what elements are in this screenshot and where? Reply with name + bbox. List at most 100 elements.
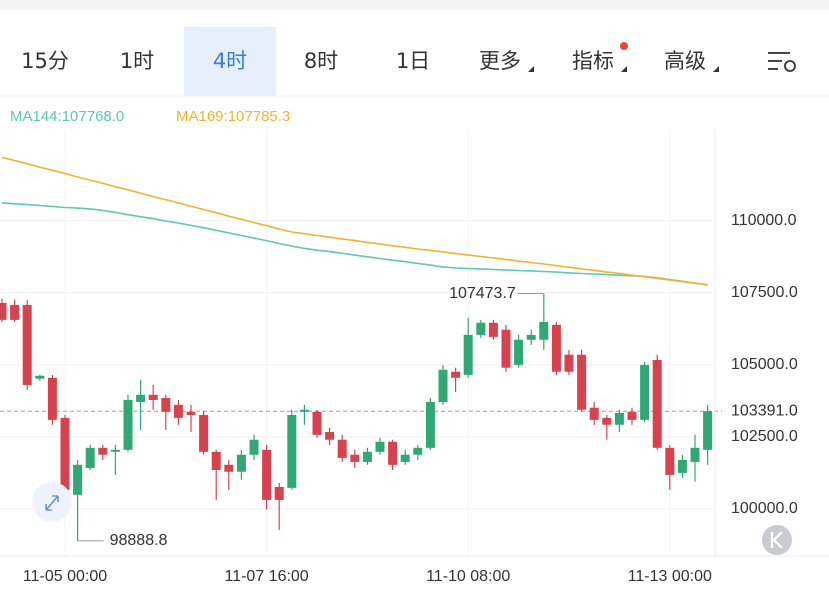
candle-body	[400, 454, 410, 462]
candle-body	[136, 394, 146, 402]
tab[interactable]: 1日	[396, 49, 430, 73]
candle-body	[0, 302, 7, 320]
reset-button[interactable]	[32, 482, 72, 522]
candle-body	[665, 447, 675, 475]
x-tick-label: 11-10 08:00	[426, 568, 510, 585]
tab-label: 4时	[213, 49, 247, 73]
candle-body	[627, 411, 637, 420]
candle-body	[463, 334, 473, 375]
candle-body	[35, 375, 45, 379]
tab-label: 更多	[479, 49, 521, 73]
candle-body	[236, 454, 246, 472]
tab-highlight	[184, 27, 276, 96]
candle-body	[161, 397, 171, 412]
settings-icon[interactable]	[768, 52, 796, 72]
candle-body	[312, 411, 322, 435]
legend-entry: MA169:107785.3	[176, 108, 290, 125]
candle-body	[564, 354, 574, 372]
tab-label: 8时	[304, 49, 338, 73]
candle-body	[652, 359, 662, 448]
candle-body	[224, 464, 234, 472]
candle-body	[677, 459, 687, 473]
tab-label: 1时	[120, 49, 154, 73]
tab-label: 1日	[396, 49, 430, 73]
x-tick-label: 11-13 00:00	[628, 568, 712, 585]
candle-body	[73, 464, 83, 495]
candle-body	[262, 449, 272, 500]
candle-body	[110, 449, 120, 452]
legend-entry: MA144:107768.0	[10, 108, 124, 125]
candle-body	[451, 371, 461, 378]
candle-body	[299, 409, 309, 412]
candle-body	[488, 322, 498, 337]
last-price-label: 103391.0	[731, 402, 798, 419]
candle-body	[501, 329, 511, 368]
candle-body	[362, 451, 372, 462]
low-annotation: 98888.8	[110, 532, 168, 549]
y-tick-label: 107500.0	[731, 284, 798, 301]
tab[interactable]: 指标	[572, 42, 628, 73]
tab-bar: 15分 1时 4时 8时 1日 更多 指标 高级	[21, 27, 719, 96]
candle-body	[514, 339, 524, 365]
candle-body	[539, 321, 549, 340]
candle-body	[350, 454, 360, 462]
candle-body	[274, 487, 284, 500]
candle-body	[85, 447, 95, 468]
dropdown-caret	[528, 66, 534, 72]
candle-body	[690, 447, 700, 462]
last-price-bg	[723, 400, 829, 423]
candle-body	[589, 407, 599, 420]
candle-body	[249, 439, 259, 455]
tab[interactable]: 更多	[479, 49, 534, 73]
candle-body	[211, 451, 221, 470]
y-tick-label: 110000.0	[731, 212, 797, 229]
dropdown-caret	[621, 66, 627, 72]
candle-body	[375, 441, 385, 452]
candle-body	[602, 417, 612, 425]
candle-body	[98, 447, 108, 455]
candle-body	[199, 414, 209, 452]
back-button[interactable]	[762, 525, 792, 555]
tab-label: 指标	[572, 49, 614, 73]
candle-body	[388, 441, 398, 465]
candle-body	[640, 364, 650, 420]
ma-line	[1, 156, 708, 286]
candle-body	[47, 377, 57, 420]
candle-body	[703, 411, 713, 450]
tab-label: 15分	[21, 49, 69, 73]
x-tick-label: 11-05 00:00	[23, 568, 107, 585]
tab[interactable]: 15分	[21, 49, 69, 73]
y-tick-label: 102500.0	[731, 428, 798, 445]
candle-body	[10, 304, 20, 320]
y-tick-label: 100000.0	[731, 500, 798, 517]
candle-body	[337, 439, 347, 458]
candle-body	[173, 404, 183, 418]
candle-body	[186, 411, 196, 415]
candle-body	[551, 324, 561, 372]
tab[interactable]: 4时	[184, 27, 276, 96]
ma-line	[1, 202, 708, 286]
high-annotation: 107473.7	[449, 285, 516, 302]
candle-body	[425, 402, 435, 448]
candle-body	[123, 399, 133, 450]
candle-body	[60, 417, 70, 490]
top-strip	[0, 0, 829, 10]
tab[interactable]: 8时	[304, 49, 338, 73]
candle-body	[577, 354, 587, 410]
candle-body	[148, 394, 158, 400]
candle-body	[287, 414, 297, 488]
candle-body	[325, 431, 335, 440]
candle-body	[476, 322, 486, 335]
chart: 100000.0 102500.0 105000.0 107500.0 110000.0…	[0, 108, 829, 585]
tab-label: 高级	[664, 49, 706, 73]
y-tick-label: 105000.0	[731, 356, 798, 373]
dropdown-caret	[713, 66, 719, 72]
candle-body	[413, 447, 423, 455]
tab[interactable]: 高级	[664, 49, 719, 73]
candle-body	[614, 412, 624, 425]
candle-body	[438, 369, 448, 402]
tab[interactable]: 1时	[120, 49, 154, 73]
candle-body	[526, 334, 536, 340]
